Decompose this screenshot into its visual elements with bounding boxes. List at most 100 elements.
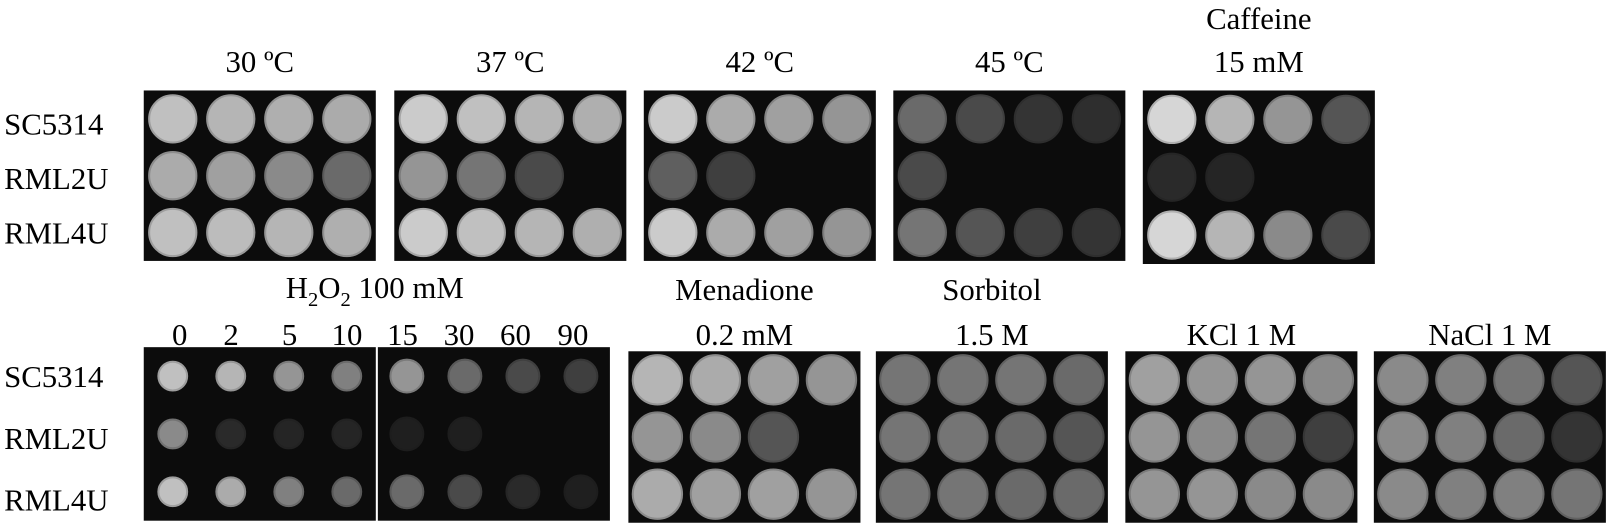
colony-spot xyxy=(631,468,684,520)
colony-spot xyxy=(157,476,189,508)
colony-spot xyxy=(1377,411,1429,463)
colony-spot xyxy=(206,151,256,201)
colony-spot xyxy=(1053,468,1105,520)
colony-spot xyxy=(747,468,800,520)
colony-spot xyxy=(879,468,931,520)
colony-spot xyxy=(1551,468,1603,520)
colony-spot xyxy=(897,151,947,201)
colony-spot xyxy=(1302,468,1355,520)
colony-spot xyxy=(563,474,599,510)
colony-spot xyxy=(505,358,541,394)
panel-title: 37 ºC xyxy=(476,45,545,79)
colony-spot xyxy=(747,411,800,463)
time-label: 15 xyxy=(387,318,418,352)
colony-spot xyxy=(631,411,684,463)
panel-title: 15 mM xyxy=(1214,45,1304,79)
colony-spot xyxy=(514,94,564,144)
colony-spot xyxy=(215,360,247,392)
colony-spot xyxy=(1128,354,1181,406)
panel-title: 42 ºC xyxy=(726,45,795,79)
colony-spot xyxy=(1263,210,1313,260)
panel-title: 45 ºC xyxy=(975,45,1044,79)
colony-spot xyxy=(1302,411,1355,463)
colony-spot xyxy=(273,476,305,508)
colony-spot xyxy=(937,411,989,463)
panel-title: Caffeine xyxy=(1206,2,1311,36)
colony-spot xyxy=(897,94,947,144)
colony-spot xyxy=(389,474,425,510)
colony-spot xyxy=(398,207,448,258)
colony-spot xyxy=(1186,411,1239,463)
colony-spot xyxy=(897,207,947,258)
colony-spot xyxy=(805,354,858,406)
colony-spot xyxy=(148,151,198,201)
colony-spot xyxy=(955,94,1005,144)
colony-spot xyxy=(648,94,698,144)
colony-spot xyxy=(157,418,189,450)
subscript: 2 xyxy=(308,289,318,311)
colony-spot xyxy=(706,94,756,144)
colony-spot xyxy=(1435,468,1487,520)
strain-label: RML4U xyxy=(4,216,108,250)
colony-spot xyxy=(1493,411,1545,463)
panel-title: 30 ºC xyxy=(225,45,294,79)
colony-spot xyxy=(398,151,448,201)
colony-spot xyxy=(764,207,814,258)
colony-spot xyxy=(1377,354,1429,406)
colony-spot xyxy=(1493,468,1545,520)
colony-spot xyxy=(206,207,256,258)
colony-spot xyxy=(1321,94,1371,145)
colony-spot xyxy=(747,354,800,406)
colony-spot xyxy=(264,94,314,144)
colony-spot xyxy=(822,94,872,144)
colony-spot xyxy=(1551,354,1603,406)
subscript: 2 xyxy=(341,289,351,311)
time-label: 0 xyxy=(172,318,187,352)
panel-title: Sorbitol xyxy=(942,273,1041,307)
colony-spot xyxy=(995,468,1047,520)
colony-spot xyxy=(1147,210,1197,260)
colony-spot xyxy=(764,94,814,144)
colony-spot xyxy=(1071,207,1121,258)
colony-spot xyxy=(706,151,756,201)
colony-spot xyxy=(937,354,989,406)
colony-spot xyxy=(264,151,314,201)
colony-spot xyxy=(955,207,1005,258)
colony-spot xyxy=(648,207,698,258)
colony-spot xyxy=(572,94,622,144)
colony-spot xyxy=(447,358,483,394)
colony-spot xyxy=(1493,354,1545,406)
colony-spot xyxy=(456,94,506,144)
colony-spot xyxy=(389,416,425,452)
colony-spot xyxy=(1128,468,1181,520)
title-part: 100 mM xyxy=(351,271,464,305)
colony-spot xyxy=(1071,94,1121,144)
colony-spot xyxy=(1053,411,1105,463)
strain-label: RML2U xyxy=(4,422,108,456)
strain-label: RML2U xyxy=(4,162,108,196)
colony-spot xyxy=(157,360,189,392)
colony-spot xyxy=(1205,152,1255,202)
panel-title: Menadione xyxy=(675,273,814,307)
colony-spot xyxy=(1244,354,1297,406)
colony-spot xyxy=(1186,354,1239,406)
strain-label: SC5314 xyxy=(4,360,103,394)
panel-title: KCl 1 M xyxy=(1187,318,1297,352)
colony-spot xyxy=(1321,210,1371,260)
panel-title: NaCl 1 M xyxy=(1428,318,1551,352)
colony-spot xyxy=(514,207,564,258)
colony-spot xyxy=(1377,468,1429,520)
colony-spot xyxy=(456,207,506,258)
colony-spot xyxy=(505,474,541,510)
colony-spot xyxy=(215,418,247,450)
colony-spot xyxy=(1551,411,1603,463)
colony-spot xyxy=(273,360,305,392)
colony-spot xyxy=(1302,354,1355,406)
colony-spot xyxy=(879,354,931,406)
time-label: 60 xyxy=(500,318,531,352)
colony-spot xyxy=(1013,207,1063,258)
time-label: 90 xyxy=(558,318,589,352)
colony-spot xyxy=(215,476,247,508)
colony-spot xyxy=(1435,354,1487,406)
title-part: H xyxy=(286,271,308,305)
